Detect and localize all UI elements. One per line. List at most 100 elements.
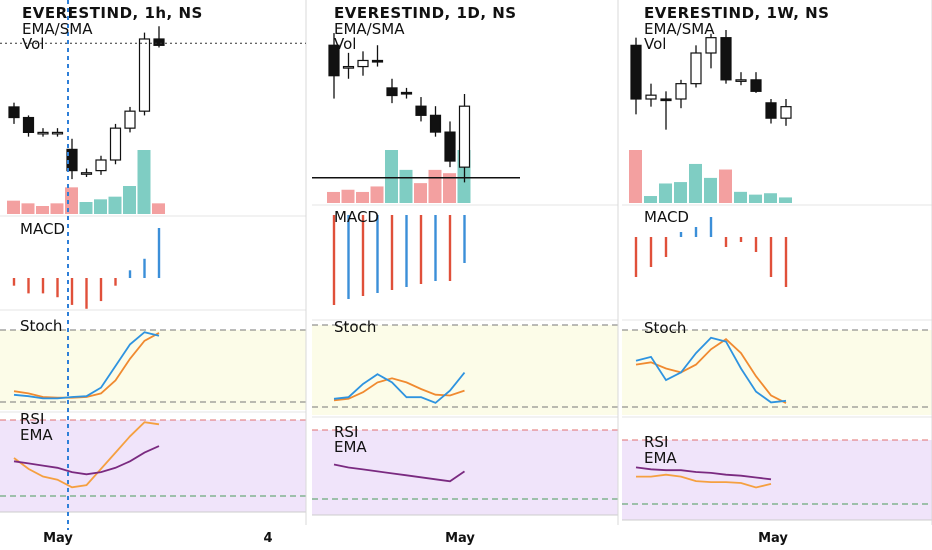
- candle-body: [342, 65, 355, 69]
- volume-bar: [370, 186, 384, 203]
- volume-bar: [108, 196, 122, 214]
- volume-bar: [341, 189, 355, 203]
- candle-body: [153, 38, 165, 46]
- volume-bar: [734, 191, 747, 203]
- rsi-ema-line: [13, 445, 160, 476]
- candle-body: [37, 131, 49, 135]
- candle-body: [705, 37, 717, 54]
- candle-body: [765, 102, 777, 119]
- ema-sma-label: EMA/SMA: [22, 20, 93, 38]
- candle-body: [780, 106, 792, 119]
- volume-bar: [50, 203, 64, 214]
- candle-body: [328, 44, 340, 77]
- candle-body: [51, 131, 64, 135]
- rsi-line: [636, 473, 772, 489]
- candle-body: [371, 59, 384, 63]
- volume-bar: [428, 169, 442, 203]
- stoch-d-line: [635, 338, 787, 404]
- indicator-label: RSI: [644, 433, 668, 451]
- rsi-line: [13, 421, 160, 489]
- x-tick-label: May: [43, 531, 73, 546]
- volume-bar: [659, 183, 672, 203]
- rsi-band: [622, 440, 932, 520]
- volume-bar: [137, 150, 151, 214]
- candle-body: [22, 116, 35, 133]
- volume-bar: [399, 169, 413, 203]
- indicator-label: Stoch: [20, 317, 62, 335]
- vol-label: Vol: [22, 35, 44, 53]
- volume-bar: [123, 186, 136, 214]
- volume-bar: [327, 191, 340, 203]
- volume-bar: [414, 183, 427, 203]
- rsi-ema-line: [635, 466, 772, 481]
- panel-title: EVERESTIND, 1h, NS: [22, 4, 203, 22]
- rsi-ema-line: [333, 463, 466, 483]
- volume-bar: [764, 193, 777, 203]
- volume-bar: [644, 196, 657, 203]
- stoch-k-line: [333, 372, 466, 404]
- volume-bar: [356, 191, 369, 203]
- volume-bar: [36, 206, 49, 214]
- candle-body: [690, 52, 702, 85]
- indicator-label: MACD: [644, 208, 689, 226]
- candle-body: [645, 94, 657, 100]
- volume-bar: [689, 163, 702, 203]
- volume-bar: [719, 169, 732, 203]
- candle-body: [357, 59, 369, 68]
- candle-body: [675, 83, 687, 100]
- candle-body: [95, 159, 107, 172]
- panel-title: EVERESTIND, 1W, NS: [644, 4, 829, 22]
- candle-body: [750, 79, 762, 92]
- vol-label: Vol: [644, 35, 666, 53]
- candle-body: [80, 172, 93, 175]
- stoch-d-line: [333, 377, 465, 402]
- candle-body: [720, 37, 732, 81]
- indicator-label: MACD: [334, 208, 379, 226]
- volume-bar: [7, 200, 20, 214]
- candle-body: [8, 106, 20, 119]
- indicator-label: EMA: [644, 449, 677, 467]
- candle-body: [735, 79, 747, 82]
- candle-body: [660, 98, 672, 102]
- vol-label: Vol: [334, 35, 356, 53]
- stoch-k-line: [635, 336, 787, 404]
- x-tick-label: May: [758, 531, 788, 546]
- candle-body: [429, 114, 442, 133]
- x-tick-label: 4: [263, 531, 272, 546]
- ema-sma-label: EMA/SMA: [644, 20, 715, 38]
- volume-bar: [674, 182, 687, 203]
- indicator-label: Stoch: [334, 318, 376, 336]
- indicator-label: MACD: [20, 220, 65, 238]
- candle-body: [109, 127, 122, 161]
- candle-body: [415, 105, 427, 116]
- candle-body: [630, 44, 642, 100]
- rsi-band: [312, 430, 618, 515]
- volume-bar: [749, 194, 762, 203]
- volume-bar: [79, 202, 93, 214]
- candle-body: [138, 38, 151, 112]
- volume-bar: [385, 150, 398, 203]
- panel-title: EVERESTIND, 1D, NS: [334, 4, 517, 22]
- volume-bar: [21, 203, 35, 214]
- volume-bar: [443, 173, 456, 203]
- volume-bar: [94, 199, 107, 214]
- stoch-band: [312, 325, 618, 415]
- candle-body: [444, 131, 456, 162]
- candle-body: [458, 105, 471, 168]
- indicator-label: EMA: [20, 426, 53, 444]
- stoch-band: [622, 330, 932, 415]
- volume-bar: [779, 197, 792, 203]
- indicator-label: RSI: [334, 423, 358, 441]
- indicator-label: EMA: [334, 438, 367, 456]
- volume-bar: [65, 187, 78, 214]
- candle-body: [400, 91, 413, 95]
- x-tick-label: May: [445, 531, 475, 546]
- candle-body: [386, 87, 398, 97]
- volume-bar: [152, 203, 165, 214]
- indicator-label: Stoch: [644, 319, 686, 337]
- volume-bar: [704, 177, 717, 203]
- indicator-label: RSI: [20, 410, 44, 428]
